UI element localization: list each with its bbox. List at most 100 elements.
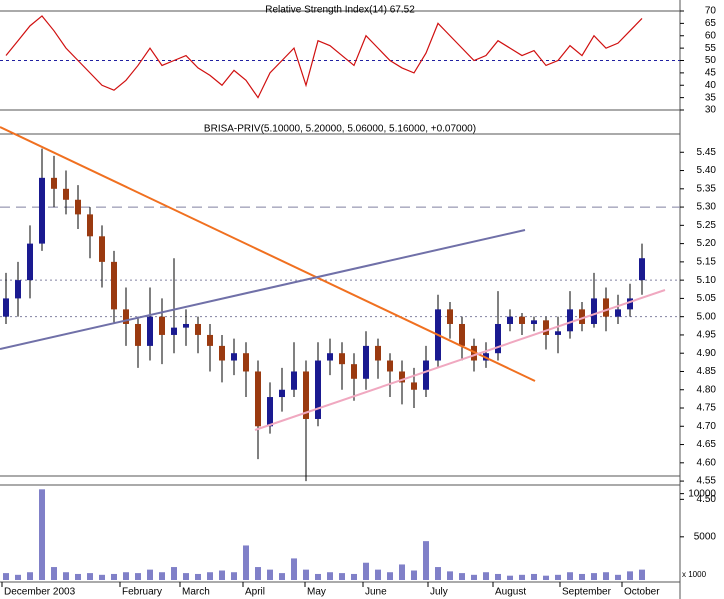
candle-body [507,316,513,324]
trend-line [0,126,536,382]
candle-body [267,397,273,427]
volume-bar [207,572,213,580]
x-tick-label: February [122,587,162,598]
volume-bar [519,574,525,580]
candle-body [27,243,33,281]
y-tick-label: 5.45 [697,147,717,158]
volume-bar [627,571,633,580]
candle-body [231,353,237,361]
candle-body [447,309,453,324]
volume-bar [231,572,237,580]
candle-body [375,345,381,361]
volume-bar [387,572,393,580]
y-tick-label: 50 [705,55,717,66]
candle-body [99,236,105,262]
candle-body [195,323,201,335]
candle-body [243,353,249,372]
candle-body [303,371,309,419]
candle-body [543,320,549,335]
volume-bar [255,567,261,580]
volume-bar [123,572,129,580]
volume-bar [243,545,249,580]
volume-bar [615,574,621,580]
volume-bar [543,575,549,580]
candle-body [315,360,321,419]
plot [0,10,684,587]
volume-bar [567,572,573,580]
volume-bar [423,541,429,580]
candle-body [615,309,621,317]
volume-bar [15,574,21,580]
volume-bar [183,573,189,580]
volume-bar [639,569,645,580]
candle-body [123,309,129,324]
y-tick-label: 4.90 [697,348,717,359]
y-tick-label: 4.70 [697,421,717,432]
x-tick-label: October [624,587,660,598]
volume-bar [219,570,225,580]
candle-body [351,364,357,379]
candle-body [459,323,465,346]
candle-body [279,389,285,398]
y-tick-label: 5.20 [697,238,717,249]
volume-bar [3,573,9,580]
volume-bar [315,573,321,580]
trend-line [254,289,666,431]
x-tick-label: June [365,587,387,598]
volume-unit: x 1000 [682,570,707,579]
y-tick-label: 4.85 [697,366,717,377]
volume-bar [267,569,273,580]
x-tick-label: August [495,587,526,598]
volume-bar [303,569,309,580]
candle-body [387,360,393,372]
volume-bar [495,573,501,580]
candle-body [555,331,561,335]
volume-bar [531,573,537,580]
y-tick-label: 65 [705,18,717,29]
candle-body [135,323,141,346]
x-tick-label: September [562,587,612,598]
candle-body [15,280,21,299]
volume-bar [603,572,609,580]
y-tick-label: 5.30 [697,202,717,213]
candle-body [627,298,633,310]
y-tick-label: 5.40 [697,165,717,176]
candle-body [363,345,369,379]
candle-body [567,309,573,332]
volume-bar [99,574,105,580]
price-title: BRISA-PRIV(5.10000, 5.20000, 5.06000, 5.… [204,124,476,135]
y-tick-label: 4.80 [697,384,717,395]
volume-bar [51,567,57,580]
volume-bar [435,567,441,580]
candle-body [411,382,417,390]
volume-bar [63,572,69,580]
candle-body [87,214,93,237]
volume-bar [27,572,33,580]
candle-body [339,353,345,365]
y-tick-label: 4.50 [697,494,717,505]
x-tick-label: May [307,587,326,598]
volume-bar [507,575,513,580]
y-tick-label: 4.95 [697,330,717,341]
y-tick-label: 70 [705,6,717,17]
candle-body [147,316,153,346]
volume-bar [363,562,369,580]
volume-bar [195,573,201,580]
y-tick-label: 40 [705,80,717,91]
candle-body [159,316,165,335]
y-tick-label: 5.15 [697,257,717,268]
y-tick-label: 4.75 [697,403,717,414]
y-tick-label: 4.65 [697,439,717,450]
y-tick-label: 5.00 [697,311,717,322]
candle-body [207,334,213,346]
volume-bar [75,573,81,580]
candle-body [111,261,117,310]
candle-body [255,371,261,427]
volume-bar [579,573,585,580]
y-tick-label: 35 [705,92,717,103]
rsi-title: Relative Strength Index(14) 67.52 [265,5,415,16]
candle-body [327,353,333,361]
y-tick-label: 5.10 [697,275,717,286]
candle-body [471,345,477,361]
